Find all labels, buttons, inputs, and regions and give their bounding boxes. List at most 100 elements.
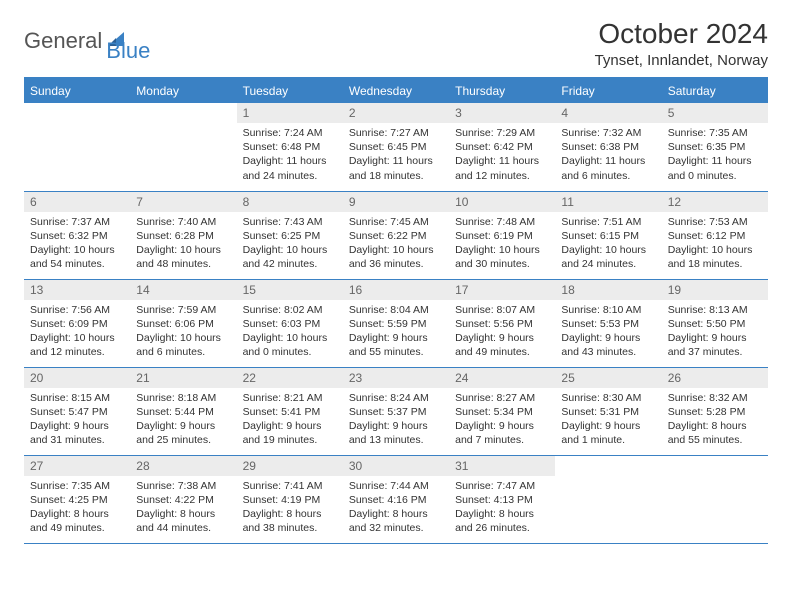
day-details: Sunrise: 8:07 AMSunset: 5:56 PMDaylight:…: [449, 300, 555, 363]
calendar-cell: 1Sunrise: 7:24 AMSunset: 6:48 PMDaylight…: [237, 103, 343, 191]
day-number: 14: [130, 280, 236, 300]
calendar-cell: 9Sunrise: 7:45 AMSunset: 6:22 PMDaylight…: [343, 191, 449, 279]
calendar-cell: [555, 455, 661, 543]
weekday-header: Friday: [555, 78, 661, 103]
calendar-cell: 12Sunrise: 7:53 AMSunset: 6:12 PMDayligh…: [662, 191, 768, 279]
day-number: 25: [555, 368, 661, 388]
calendar-cell: 2Sunrise: 7:27 AMSunset: 6:45 PMDaylight…: [343, 103, 449, 191]
day-details: Sunrise: 8:24 AMSunset: 5:37 PMDaylight:…: [343, 388, 449, 451]
weekday-header: Sunday: [24, 78, 130, 103]
calendar-cell: 23Sunrise: 8:24 AMSunset: 5:37 PMDayligh…: [343, 367, 449, 455]
calendar-cell: 20Sunrise: 8:15 AMSunset: 5:47 PMDayligh…: [24, 367, 130, 455]
day-details: Sunrise: 8:30 AMSunset: 5:31 PMDaylight:…: [555, 388, 661, 451]
calendar-cell: 29Sunrise: 7:41 AMSunset: 4:19 PMDayligh…: [237, 455, 343, 543]
day-details: Sunrise: 8:21 AMSunset: 5:41 PMDaylight:…: [237, 388, 343, 451]
day-number: 23: [343, 368, 449, 388]
day-details: Sunrise: 7:32 AMSunset: 6:38 PMDaylight:…: [555, 123, 661, 186]
logo: General Blue: [24, 18, 150, 64]
logo-text-general: General: [24, 28, 102, 54]
day-number: 31: [449, 456, 555, 476]
day-number: 30: [343, 456, 449, 476]
title-block: October 2024 Tynset, Innlandet, Norway: [595, 18, 768, 69]
day-details: Sunrise: 7:27 AMSunset: 6:45 PMDaylight:…: [343, 123, 449, 186]
day-details: Sunrise: 7:56 AMSunset: 6:09 PMDaylight:…: [24, 300, 130, 363]
calendar-cell: 3Sunrise: 7:29 AMSunset: 6:42 PMDaylight…: [449, 103, 555, 191]
day-details: Sunrise: 8:04 AMSunset: 5:59 PMDaylight:…: [343, 300, 449, 363]
day-number: 29: [237, 456, 343, 476]
day-details: Sunrise: 8:18 AMSunset: 5:44 PMDaylight:…: [130, 388, 236, 451]
calendar-cell: 6Sunrise: 7:37 AMSunset: 6:32 PMDaylight…: [24, 191, 130, 279]
day-number: 24: [449, 368, 555, 388]
day-details: Sunrise: 8:02 AMSunset: 6:03 PMDaylight:…: [237, 300, 343, 363]
day-number: 22: [237, 368, 343, 388]
calendar-cell: 24Sunrise: 8:27 AMSunset: 5:34 PMDayligh…: [449, 367, 555, 455]
day-details: Sunrise: 7:41 AMSunset: 4:19 PMDaylight:…: [237, 476, 343, 539]
calendar-cell: [24, 103, 130, 191]
day-details: Sunrise: 7:59 AMSunset: 6:06 PMDaylight:…: [130, 300, 236, 363]
calendar-cell: 16Sunrise: 8:04 AMSunset: 5:59 PMDayligh…: [343, 279, 449, 367]
day-number: 13: [24, 280, 130, 300]
day-number: 3: [449, 103, 555, 123]
calendar-cell: 4Sunrise: 7:32 AMSunset: 6:38 PMDaylight…: [555, 103, 661, 191]
logo-text-blue: Blue: [106, 38, 150, 64]
day-details: Sunrise: 8:32 AMSunset: 5:28 PMDaylight:…: [662, 388, 768, 451]
calendar-cell: 26Sunrise: 8:32 AMSunset: 5:28 PMDayligh…: [662, 367, 768, 455]
day-number: 18: [555, 280, 661, 300]
weekday-header: Thursday: [449, 78, 555, 103]
calendar-cell: 22Sunrise: 8:21 AMSunset: 5:41 PMDayligh…: [237, 367, 343, 455]
day-number: 10: [449, 192, 555, 212]
day-details: Sunrise: 7:53 AMSunset: 6:12 PMDaylight:…: [662, 212, 768, 275]
day-number: 5: [662, 103, 768, 123]
page-title: October 2024: [595, 18, 768, 50]
calendar-cell: 30Sunrise: 7:44 AMSunset: 4:16 PMDayligh…: [343, 455, 449, 543]
calendar-cell: 8Sunrise: 7:43 AMSunset: 6:25 PMDaylight…: [237, 191, 343, 279]
day-number: 28: [130, 456, 236, 476]
weekday-header: Monday: [130, 78, 236, 103]
weekday-header: Saturday: [662, 78, 768, 103]
day-number: 21: [130, 368, 236, 388]
day-number: 4: [555, 103, 661, 123]
day-details: Sunrise: 8:27 AMSunset: 5:34 PMDaylight:…: [449, 388, 555, 451]
calendar-cell: [130, 103, 236, 191]
day-number: 1: [237, 103, 343, 123]
day-number: 11: [555, 192, 661, 212]
calendar-cell: 17Sunrise: 8:07 AMSunset: 5:56 PMDayligh…: [449, 279, 555, 367]
calendar-cell: 25Sunrise: 8:30 AMSunset: 5:31 PMDayligh…: [555, 367, 661, 455]
calendar-cell: 28Sunrise: 7:38 AMSunset: 4:22 PMDayligh…: [130, 455, 236, 543]
day-details: Sunrise: 7:37 AMSunset: 6:32 PMDaylight:…: [24, 212, 130, 275]
weekday-header: Tuesday: [237, 78, 343, 103]
day-details: Sunrise: 7:24 AMSunset: 6:48 PMDaylight:…: [237, 123, 343, 186]
calendar-cell: 19Sunrise: 8:13 AMSunset: 5:50 PMDayligh…: [662, 279, 768, 367]
day-number: 26: [662, 368, 768, 388]
day-details: Sunrise: 7:51 AMSunset: 6:15 PMDaylight:…: [555, 212, 661, 275]
day-details: Sunrise: 7:29 AMSunset: 6:42 PMDaylight:…: [449, 123, 555, 186]
day-details: Sunrise: 7:35 AMSunset: 6:35 PMDaylight:…: [662, 123, 768, 186]
day-details: Sunrise: 7:47 AMSunset: 4:13 PMDaylight:…: [449, 476, 555, 539]
day-number: 15: [237, 280, 343, 300]
day-details: Sunrise: 8:10 AMSunset: 5:53 PMDaylight:…: [555, 300, 661, 363]
calendar-cell: 7Sunrise: 7:40 AMSunset: 6:28 PMDaylight…: [130, 191, 236, 279]
day-number: 17: [449, 280, 555, 300]
day-number: 6: [24, 192, 130, 212]
calendar-cell: 21Sunrise: 8:18 AMSunset: 5:44 PMDayligh…: [130, 367, 236, 455]
day-number: 16: [343, 280, 449, 300]
calendar-body: 1Sunrise: 7:24 AMSunset: 6:48 PMDaylight…: [24, 103, 768, 543]
calendar-cell: 27Sunrise: 7:35 AMSunset: 4:25 PMDayligh…: [24, 455, 130, 543]
weekday-header: Wednesday: [343, 78, 449, 103]
calendar-cell: 10Sunrise: 7:48 AMSunset: 6:19 PMDayligh…: [449, 191, 555, 279]
calendar-cell: 5Sunrise: 7:35 AMSunset: 6:35 PMDaylight…: [662, 103, 768, 191]
day-details: Sunrise: 7:35 AMSunset: 4:25 PMDaylight:…: [24, 476, 130, 539]
calendar-cell: 18Sunrise: 8:10 AMSunset: 5:53 PMDayligh…: [555, 279, 661, 367]
day-number: 8: [237, 192, 343, 212]
day-number: 12: [662, 192, 768, 212]
header: General Blue October 2024 Tynset, Innlan…: [24, 18, 768, 69]
day-details: Sunrise: 8:15 AMSunset: 5:47 PMDaylight:…: [24, 388, 130, 451]
day-number: 9: [343, 192, 449, 212]
location-text: Tynset, Innlandet, Norway: [595, 52, 768, 69]
calendar-cell: 13Sunrise: 7:56 AMSunset: 6:09 PMDayligh…: [24, 279, 130, 367]
day-number: 27: [24, 456, 130, 476]
calendar-cell: 14Sunrise: 7:59 AMSunset: 6:06 PMDayligh…: [130, 279, 236, 367]
calendar-cell: 15Sunrise: 8:02 AMSunset: 6:03 PMDayligh…: [237, 279, 343, 367]
day-number: 19: [662, 280, 768, 300]
calendar-header-row: SundayMondayTuesdayWednesdayThursdayFrid…: [24, 78, 768, 103]
